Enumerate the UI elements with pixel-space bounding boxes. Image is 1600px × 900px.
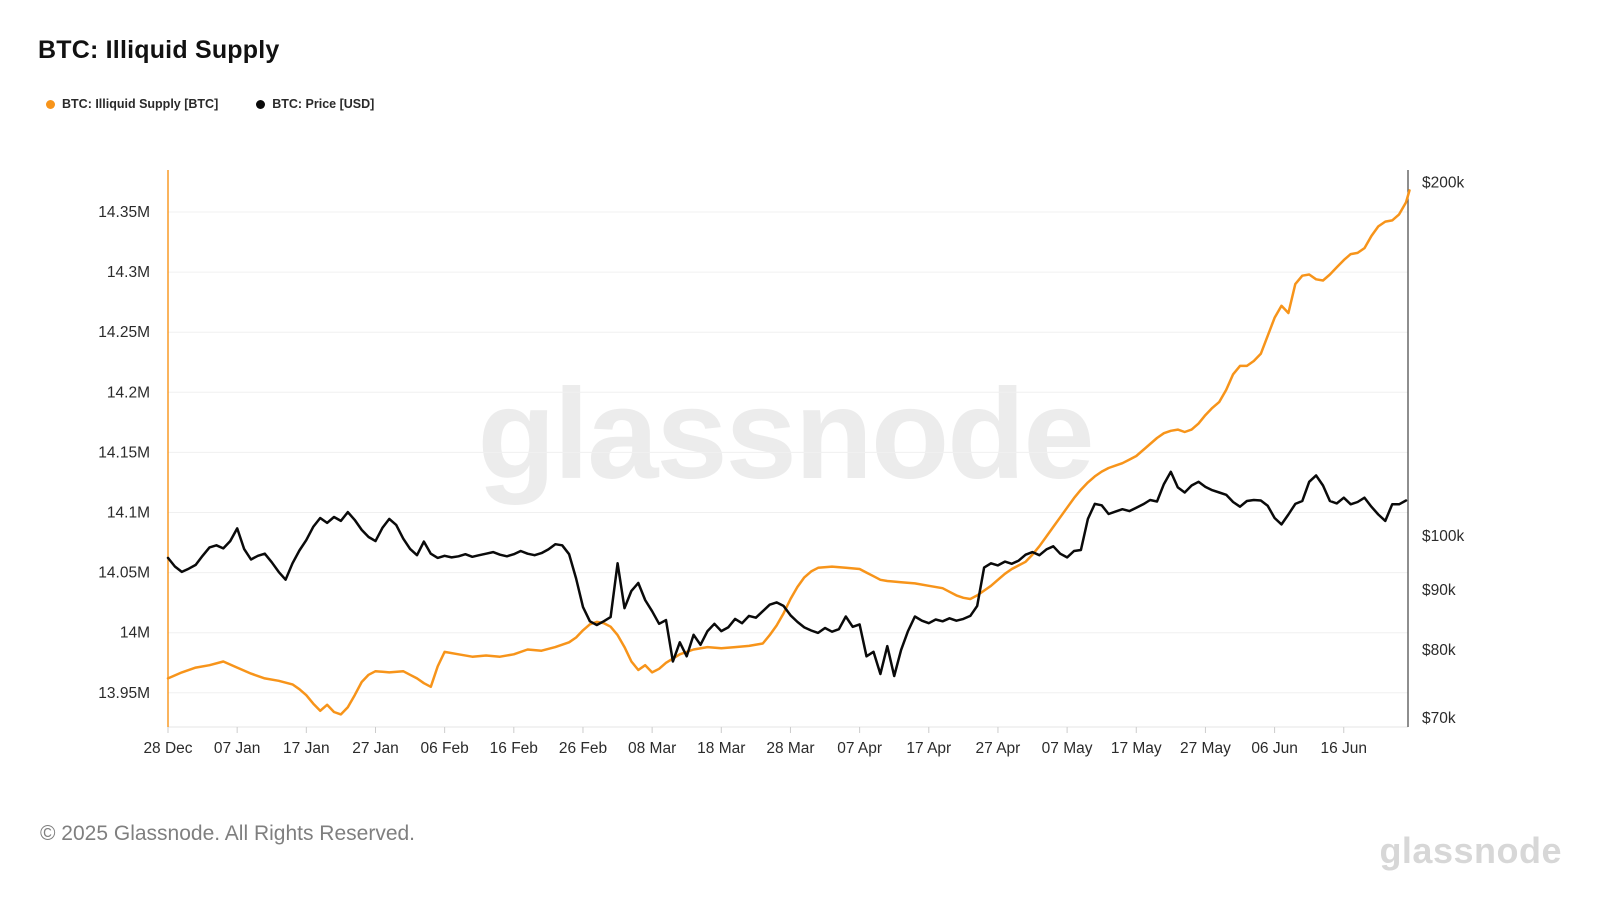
y-right-tick-label: $80k — [1422, 642, 1456, 659]
y-left-tick-label: 13.95M — [98, 685, 150, 702]
legend-label-illiquid-supply: BTC: Illiquid Supply [BTC] — [62, 97, 219, 111]
y-left-tick-label: 14.05M — [98, 565, 150, 582]
x-tick-label: 16 Feb — [490, 740, 538, 757]
y-left-tick-label: 14.3M — [107, 264, 150, 281]
watermark-glassnode: glassnode — [477, 363, 1092, 506]
page-title: BTC: Illiquid Supply — [38, 36, 280, 64]
x-tick-label: 28 Dec — [143, 740, 192, 757]
x-tick-label: 08 Mar — [628, 740, 676, 757]
x-tick-label: 17 Jan — [283, 740, 330, 757]
series-line-illiquid-supply[interactable] — [166, 189, 1411, 716]
legend-marker-black-dot-icon — [256, 99, 266, 109]
series-line-price[interactable] — [166, 470, 1408, 678]
chart-legend: BTC: Illiquid Supply [BTC] BTC: Price [U… — [46, 97, 374, 111]
legend-item-illiquid-supply[interactable]: BTC: Illiquid Supply [BTC] — [46, 97, 218, 111]
x-tick-label: 26 Feb — [559, 740, 607, 757]
y-left-tick-label: 14.25M — [98, 324, 150, 341]
y-left-tick-label: 14.15M — [98, 444, 150, 461]
x-tick-label: 27 Apr — [976, 740, 1021, 757]
y-left-tick-label: 14.1M — [107, 505, 150, 522]
x-tick-label: 07 Apr — [837, 740, 882, 757]
glassnode-logo: glassnode — [1379, 830, 1562, 871]
legend-item-price[interactable]: BTC: Price [USD] — [256, 97, 374, 111]
y-right-tick-label: $100k — [1422, 528, 1464, 545]
y-right-tick-label: $70k — [1422, 710, 1456, 727]
y-left-tick-label: 14M — [120, 625, 150, 642]
copyright-text: © 2025 Glassnode. All Rights Reserved. — [40, 822, 416, 845]
legend-marker-orange-dot-icon — [46, 99, 55, 109]
x-tick-label: 07 Jan — [214, 740, 261, 757]
x-tick-label: 16 Jun — [1320, 740, 1367, 757]
legend-label-price: BTC: Price [USD] — [272, 97, 375, 111]
x-tick-label: 27 May — [1180, 740, 1231, 757]
x-tick-label: 17 May — [1111, 740, 1162, 757]
y-left-tick-label: 14.2M — [107, 384, 150, 401]
x-tick-label: 27 Jan — [352, 740, 399, 757]
x-tick-label: 18 Mar — [697, 740, 745, 757]
x-tick-label: 17 Apr — [906, 740, 951, 757]
y-left-tick-label: 14.35M — [98, 204, 150, 221]
x-tick-label: 28 Mar — [766, 740, 814, 757]
x-tick-label: 06 Feb — [421, 740, 469, 757]
x-tick-label: 06 Jun — [1251, 740, 1298, 757]
y-right-tick-label: $90k — [1422, 582, 1456, 599]
y-right-tick-label: $200k — [1422, 174, 1464, 191]
x-tick-label: 07 May — [1042, 740, 1093, 757]
